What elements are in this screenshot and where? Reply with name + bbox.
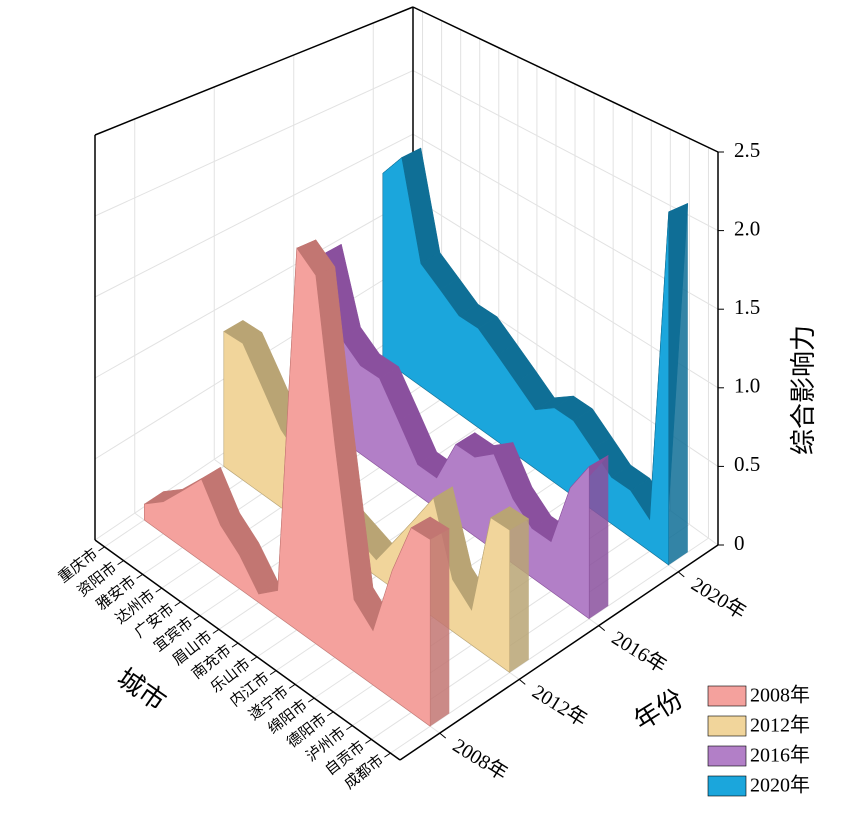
ribbons — [144, 147, 689, 727]
box-edge — [94, 6, 414, 136]
ribbon-cap — [589, 455, 609, 619]
z-tick-label: 0 — [734, 531, 745, 555]
x-tick — [193, 615, 201, 621]
x-tick — [136, 573, 143, 579]
y-tick — [598, 625, 606, 632]
legend-swatch — [707, 775, 747, 797]
z-axis-title: 综合影响力 — [789, 325, 818, 455]
y-axis-title: 年份 — [629, 684, 688, 736]
x-tick — [155, 587, 162, 593]
y-tick-label: 2016年 — [608, 626, 671, 677]
x-tick — [231, 642, 239, 648]
z-tick-label: 2.5 — [734, 138, 760, 162]
legend-swatch — [707, 685, 747, 707]
y-tick — [439, 732, 447, 739]
back-wall — [413, 7, 718, 545]
grid-line — [94, 70, 414, 217]
y-tick-label: 2008年 — [449, 734, 512, 785]
x-tick — [365, 738, 372, 744]
z-tick-label: 1.5 — [734, 295, 760, 319]
x-tick — [117, 560, 124, 566]
left-wall — [95, 7, 413, 540]
x-tick — [174, 601, 182, 607]
x-tick — [212, 628, 220, 634]
legend-swatch — [707, 715, 747, 737]
legend-swatch — [707, 745, 747, 767]
legend-label: 2008年 — [750, 684, 810, 707]
grid-line — [94, 197, 414, 379]
x-tick — [250, 656, 258, 662]
x-axis-title: 城市 — [112, 663, 171, 717]
grid-line — [94, 133, 414, 298]
box-edge — [399, 544, 719, 761]
y-tick — [518, 678, 526, 685]
z-tick-label: 0.5 — [734, 452, 760, 476]
ribbon-cap — [430, 528, 450, 727]
box-edge — [412, 6, 719, 153]
legend-label: 2012年 — [750, 714, 810, 737]
ribbon-cap — [509, 518, 529, 673]
ribbon-cap — [668, 203, 688, 566]
x-tick — [288, 683, 296, 689]
x-tick — [269, 670, 277, 676]
y-tick-label: 2020年 — [687, 573, 750, 624]
x-tick — [327, 711, 334, 717]
z-tick-label: 2.0 — [734, 216, 760, 240]
box-edge — [94, 539, 401, 761]
grid-line — [412, 70, 719, 232]
legend-label: 2020年 — [750, 774, 810, 797]
x-tick — [346, 725, 353, 731]
x-tick — [307, 697, 315, 703]
z-tick-label: 1.0 — [734, 374, 760, 398]
y-tick-label: 2012年 — [528, 680, 591, 731]
y-tick — [677, 571, 685, 578]
x-tick — [98, 546, 105, 552]
x-tick — [384, 752, 391, 758]
legend-label: 2016年 — [750, 744, 810, 767]
